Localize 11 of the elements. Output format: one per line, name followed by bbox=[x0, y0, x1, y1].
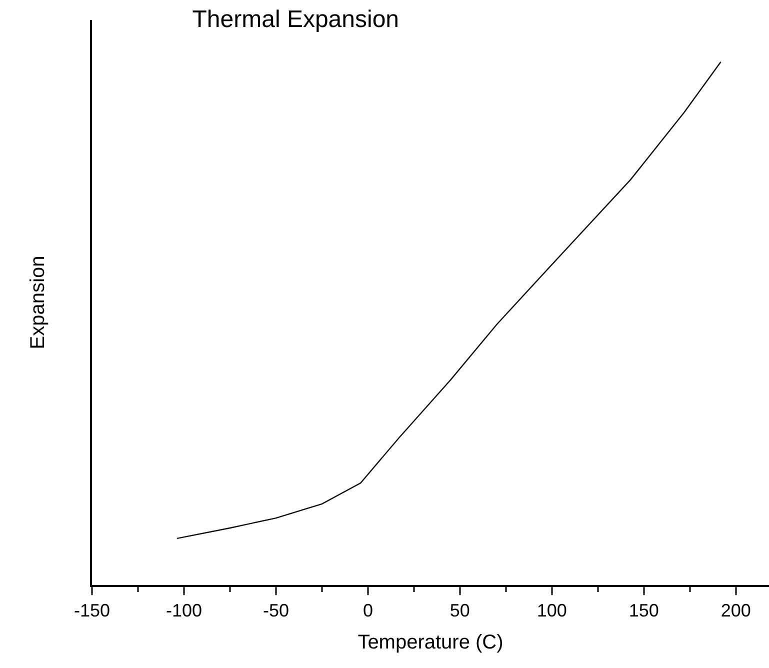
x-tick-label: -150 bbox=[74, 600, 110, 621]
x-tick-label: -100 bbox=[166, 600, 202, 621]
x-tick-label: 0 bbox=[362, 600, 373, 621]
x-tick-label: -50 bbox=[262, 600, 289, 621]
x-tick-label: 200 bbox=[720, 600, 751, 621]
y-axis-title: Expansion bbox=[27, 256, 49, 350]
x-axis-title: Temperature (C) bbox=[358, 632, 504, 654]
x-tick-label: 50 bbox=[450, 600, 470, 621]
x-tick-label: 100 bbox=[536, 600, 567, 621]
chart-title: Thermal Expansion bbox=[192, 6, 400, 33]
x-tick-label: 150 bbox=[628, 600, 659, 621]
